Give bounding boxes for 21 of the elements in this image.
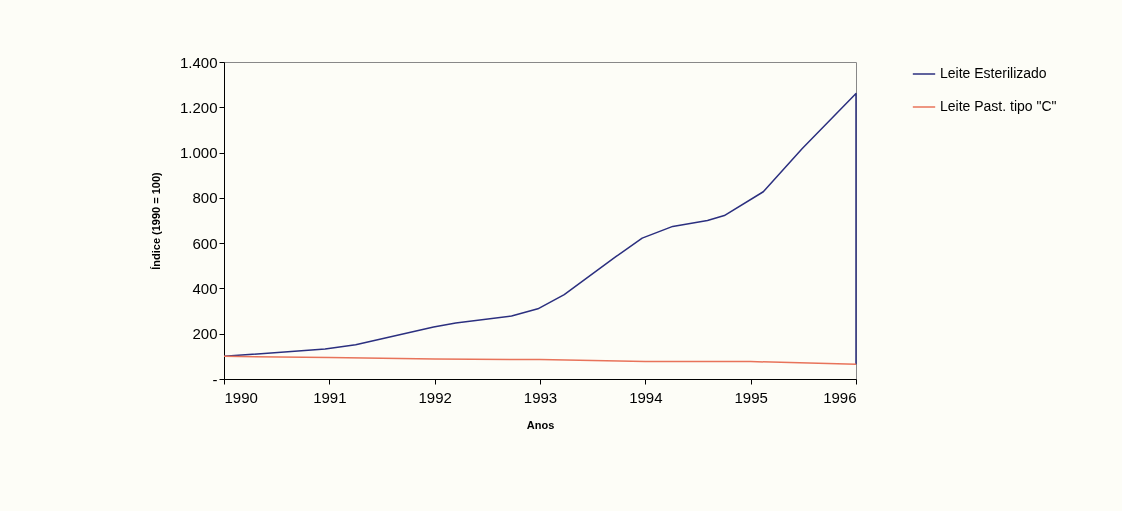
line-series bbox=[223, 355, 857, 366]
y-tick-label: 200 bbox=[192, 325, 218, 343]
x-tick-label: 1992 bbox=[418, 388, 452, 406]
y-tick-label: 1.200 bbox=[179, 98, 218, 116]
x-tick-label: 1996 bbox=[823, 388, 857, 406]
y-tick-label: 1.400 bbox=[179, 53, 218, 71]
y-tick-label: 1.000 bbox=[179, 144, 218, 162]
y-axis-title: Índice (1990 = 100) bbox=[149, 171, 162, 270]
x-tick-label: 1991 bbox=[313, 388, 347, 406]
y-tick-label: 600 bbox=[192, 234, 218, 252]
x-tick-label: 1993 bbox=[523, 388, 558, 406]
x-tick-label: 1990 bbox=[224, 388, 258, 406]
legend-label: Leite Past. tipo "C" bbox=[940, 98, 1057, 114]
x-tick-label: 1994 bbox=[629, 388, 663, 406]
y-tick-label: 400 bbox=[192, 279, 218, 297]
y-tick-label: 800 bbox=[192, 189, 218, 207]
x-tick-label: 1995 bbox=[734, 388, 768, 406]
line-series bbox=[223, 92, 857, 366]
legend-label: Leite Esterilizado bbox=[940, 65, 1047, 81]
y-tick-label: - bbox=[212, 370, 218, 388]
x-axis-title: Anos bbox=[526, 418, 555, 431]
